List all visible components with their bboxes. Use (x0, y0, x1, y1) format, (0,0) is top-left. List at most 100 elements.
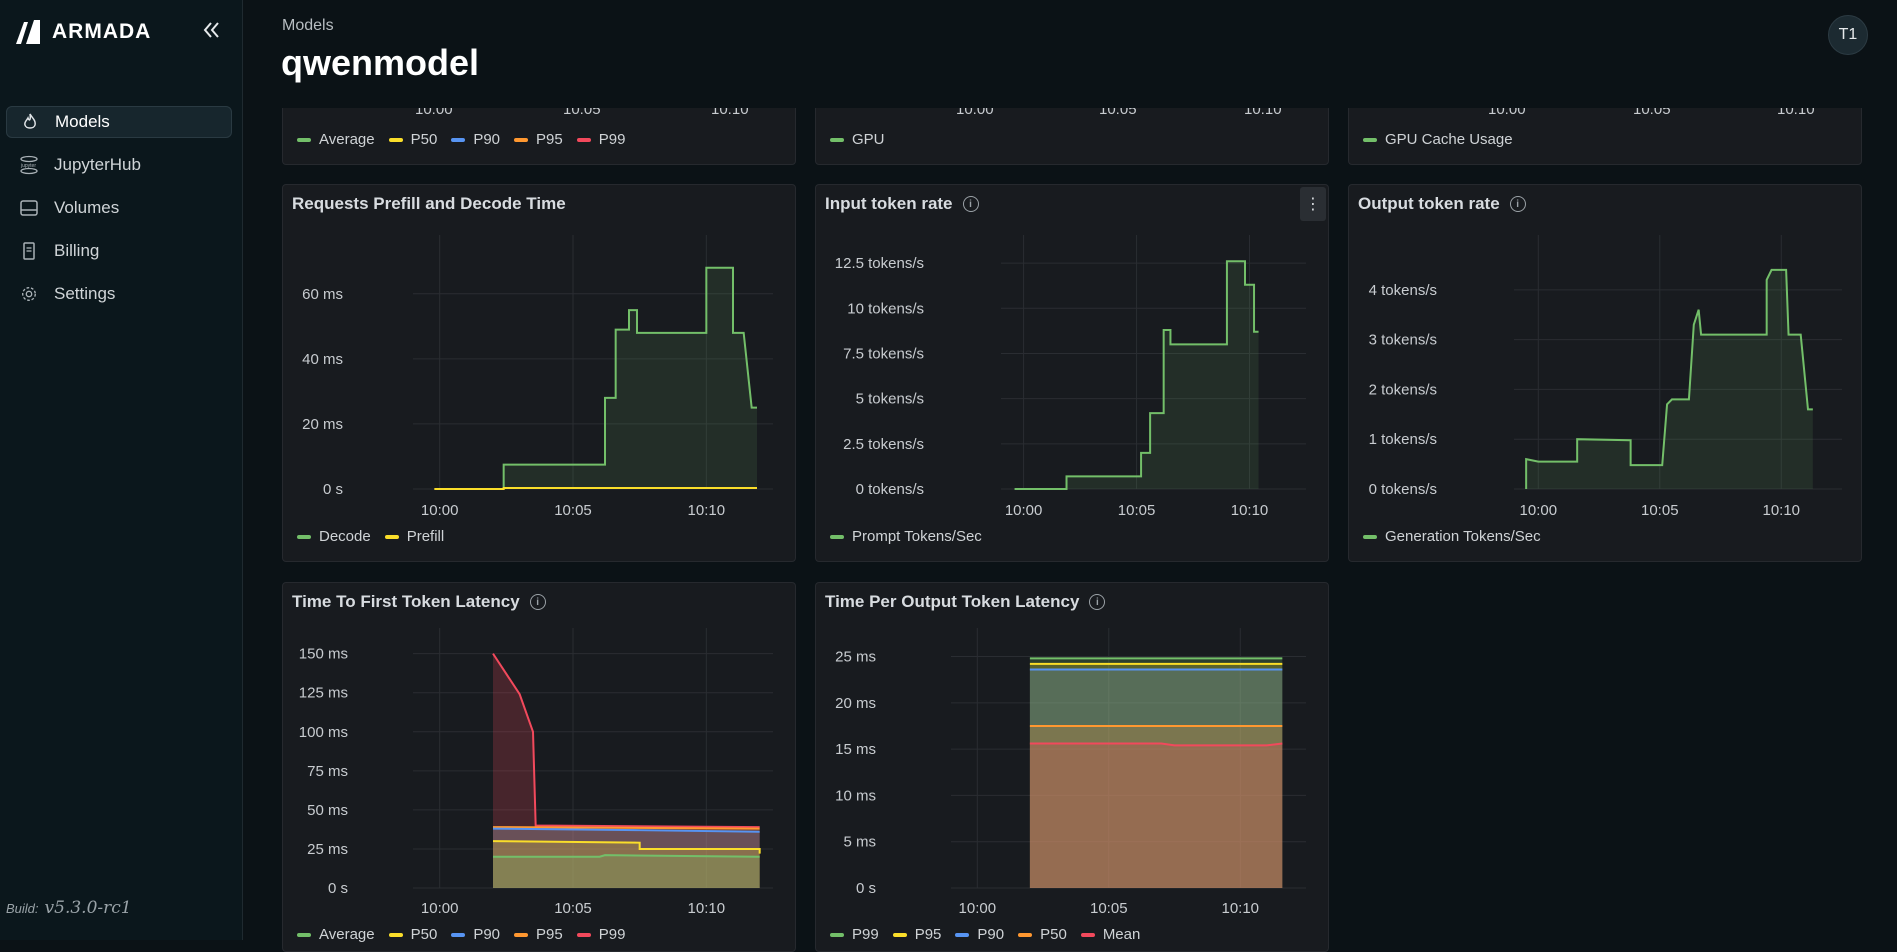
y-tick: 75 ms (307, 763, 348, 780)
info-icon[interactable]: i (962, 196, 979, 212)
legend-item[interactable]: GPU Cache Usage (1363, 131, 1513, 148)
legend-item[interactable]: P95 (514, 131, 563, 148)
breadcrumb[interactable]: Models (282, 17, 334, 34)
sidebar-item-volumes[interactable]: Volumes (6, 192, 232, 224)
series-line[interactable] (1014, 260, 1259, 490)
panel-title-text: Requests Prefill and Decode Time (292, 194, 566, 213)
sidebar-item-label: Settings (54, 284, 116, 303)
legend-swatch (297, 534, 311, 539)
x-tick: 10:00 (1005, 502, 1043, 519)
legend-item[interactable]: P99 (576, 131, 626, 148)
armada-logo[interactable]: ARMADA (14, 18, 151, 46)
panel-title: Time To First Token Latency i (292, 592, 546, 612)
panel-input-token-rate: Input token rate i ⋮ 12.5 tokens/s 10 toke… (815, 184, 1329, 562)
chart-ttft[interactable]: 150 ms 125 ms 100 ms 75 ms 50 ms 25 ms 0 s 10:0… (283, 583, 796, 952)
sidebar-item-settings[interactable]: Settings (6, 278, 232, 310)
collapse-sidebar-button[interactable] (200, 18, 228, 46)
panel-title: Output token rate i (1358, 194, 1526, 214)
series-line[interactable] (492, 840, 761, 854)
legend-swatch (451, 932, 466, 937)
series-line[interactable] (492, 653, 760, 829)
y-tick: 7.5 tokens/s (843, 345, 924, 362)
hard-drive-icon (18, 197, 40, 219)
legend-item[interactable]: P90 (955, 926, 1004, 943)
armada-logo-icon (16, 20, 40, 44)
legend-swatch (830, 932, 844, 937)
chart-output-rate[interactable]: 4 tokens/s 3 tokens/s 2 tokens/s 1 tokens/s… (1349, 185, 1862, 562)
info-icon[interactable]: i (1509, 196, 1526, 212)
x-tick: 10:05 (1641, 502, 1679, 519)
panel-menu-button[interactable]: ⋮ (1300, 187, 1326, 221)
y-tick: 20 ms (302, 416, 343, 433)
series-line[interactable] (502, 266, 757, 489)
panel-title-text: Time To First Token Latency (292, 592, 520, 611)
legend-item[interactable]: GPU (830, 131, 885, 148)
legend-item[interactable]: P50 (388, 926, 437, 943)
legend-label: Generation Tokens/Sec (1385, 528, 1541, 545)
panel-title-text: Output token rate (1358, 194, 1500, 213)
series-line[interactable] (434, 487, 757, 490)
x-tick: 10:10 (688, 900, 726, 917)
legend-label: Prefill (406, 528, 445, 545)
legend-item[interactable]: Generation Tokens/Sec (1363, 528, 1541, 545)
sidebar-item-billing[interactable]: Billing (6, 235, 232, 267)
series-area (493, 855, 760, 888)
chart-tpot[interactable]: 25 ms 20 ms 15 ms 10 ms 5 ms 0 s 10:00 10:05 10:… (816, 583, 1329, 952)
y-tick: 40 ms (302, 351, 343, 368)
legend-item[interactable]: P95 (514, 926, 563, 943)
legend-item[interactable]: Average (297, 926, 375, 943)
info-icon[interactable]: i (1089, 594, 1106, 610)
x-tick: 10:10 (688, 502, 726, 519)
legend-label: P90 (473, 926, 501, 943)
legend-item[interactable]: Mean (1080, 926, 1140, 943)
legend-item[interactable]: Prefill (384, 528, 445, 545)
y-tick: 3 tokens/s (1369, 332, 1437, 349)
x-tick: 10:10 (1231, 502, 1269, 519)
y-tick: 15 ms (835, 741, 876, 758)
sidebar-item-models[interactable]: Models (6, 106, 232, 138)
info-icon[interactable]: i (529, 594, 546, 610)
y-tick: 25 ms (307, 841, 348, 858)
legend: Decode Prefill (297, 528, 444, 545)
y-tick: 150 ms (299, 646, 348, 663)
series-line[interactable] (1029, 742, 1283, 747)
legend-item[interactable]: P50 (1018, 926, 1067, 943)
legend-item[interactable]: Prompt Tokens/Sec (830, 528, 982, 545)
legend-swatch (892, 932, 907, 937)
legend-swatch (384, 534, 399, 539)
legend-item[interactable]: P90 (451, 926, 500, 943)
panel-ttft-latency: Time To First Token Latency i 150 ms 125 m… (282, 582, 796, 952)
legend-label: P99 (598, 131, 626, 148)
panel-title: Requests Prefill and Decode Time (292, 194, 566, 214)
avatar[interactable]: T1 (1828, 15, 1868, 55)
legend-item[interactable]: Decode (297, 528, 371, 545)
flame-icon (19, 111, 41, 133)
y-tick: 0 s (328, 880, 348, 897)
legend-label: GPU Cache Usage (1385, 131, 1513, 148)
legend-swatch (1018, 932, 1033, 937)
series-line[interactable] (492, 827, 760, 833)
legend-label: P90 (473, 131, 501, 148)
legend-item[interactable]: Average (297, 131, 375, 148)
series-line[interactable] (1525, 268, 1813, 489)
legend-label: P50 (1040, 926, 1067, 943)
sidebar: ARMADA Models jupyter JupyterHub Volumes (0, 0, 243, 940)
sidebar-item-jupyterhub[interactable]: jupyter JupyterHub (6, 149, 232, 181)
series-line[interactable] (493, 854, 760, 858)
chart-input-rate[interactable]: 12.5 tokens/s 10 tokens/s 7.5 tokens/s 5 to… (816, 185, 1329, 562)
sidebar-item-label: Billing (54, 241, 100, 260)
y-tick: 10 ms (835, 787, 876, 804)
chart-prefill-decode[interactable]: 60 ms 40 ms 20 ms 0 s 10:00 10:05 10:10 (283, 185, 796, 562)
legend-item[interactable]: P50 (388, 131, 437, 148)
legend-label: P95 (914, 926, 942, 943)
legend-item[interactable]: P99 (830, 926, 879, 943)
legend-swatch (388, 932, 403, 937)
brand-name: ARMADA (52, 20, 152, 43)
y-tick: 100 ms (299, 724, 348, 741)
legend-item[interactable]: P99 (576, 926, 625, 943)
panel-tpot-latency: Time Per Output Token Latency i 25 ms 20 m… (815, 582, 1329, 952)
series-line[interactable] (492, 826, 760, 830)
legend: Prompt Tokens/Sec (830, 528, 982, 545)
legend-item[interactable]: P95 (892, 926, 942, 943)
legend-item[interactable]: P90 (451, 131, 500, 148)
